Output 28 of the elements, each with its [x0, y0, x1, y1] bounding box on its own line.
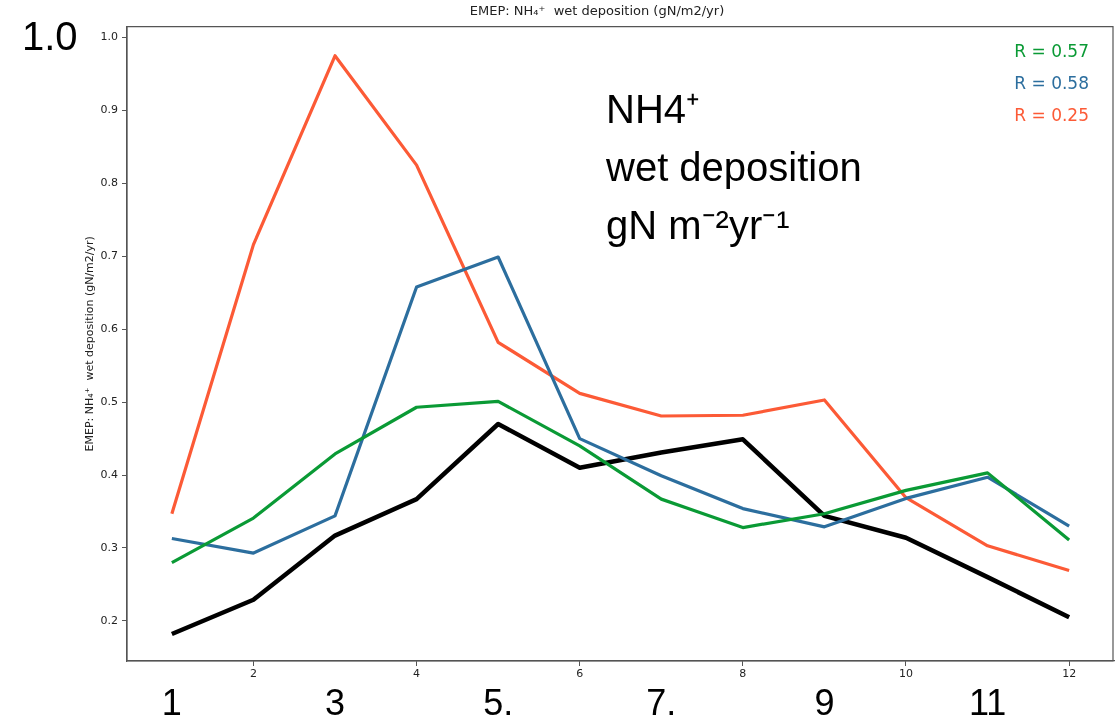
- y-tick-label: 0.4: [100, 467, 118, 481]
- x-tick-label: 4: [413, 667, 421, 681]
- text: R = 0.25: [1014, 105, 1089, 126]
- y-tick-label: 0.9: [100, 103, 118, 117]
- x-tick-label: 12: [1062, 667, 1077, 681]
- x-tick-label: 6: [576, 667, 584, 681]
- y-tick-label: 0.3: [100, 540, 118, 554]
- y-axis-title: EMEP: NH₄⁺ wet deposition (gN/m2/yr): [83, 236, 97, 452]
- x2-tick-label: 7.: [646, 681, 677, 721]
- x-tick-label: 2: [249, 667, 257, 681]
- annotation: NH4⁺ wet deposition gN m⁻²yr⁻¹: [605, 87, 862, 247]
- y-tick-label: 0.5: [100, 394, 118, 408]
- text: R = 0.58: [1014, 73, 1089, 94]
- y-tick-label: 0.8: [100, 176, 118, 190]
- x2-tick-label: 9: [814, 681, 835, 721]
- text: R = 0.57: [1014, 41, 1089, 62]
- y-tick-label: 0.6: [100, 322, 118, 336]
- x2-tick-label: 1: [161, 681, 182, 721]
- y-tick-label: 0.2: [100, 613, 118, 627]
- x2-tick-label: 5.: [483, 681, 514, 721]
- y-tick-label: 1.0: [100, 30, 118, 44]
- x2-tick-label: 11: [968, 681, 1007, 721]
- x-tick-label: 8: [739, 667, 747, 681]
- chart-title: EMEP: NH₄⁺ wet deposition (gN/m2/yr): [469, 3, 725, 19]
- y-tick-label: 0.7: [100, 249, 118, 263]
- x2-tick-label: 3: [324, 681, 346, 721]
- text: 1.0: [22, 14, 78, 58]
- x-tick-label: 10: [899, 667, 913, 681]
